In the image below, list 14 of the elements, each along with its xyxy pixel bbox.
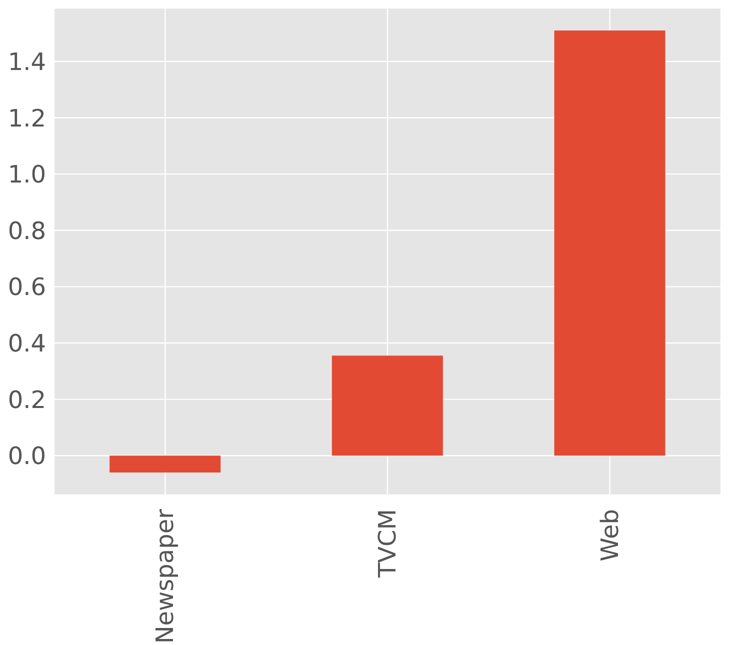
y-tick-label: 0.0	[8, 442, 46, 470]
bar	[332, 356, 443, 456]
y-tick-label: 1.4	[8, 48, 46, 76]
y-tick-label: 1.2	[8, 104, 46, 132]
y-tick-label: 0.8	[8, 216, 46, 245]
y-tick-label: 0.2	[8, 386, 46, 414]
y-tick-label: 0.6	[8, 273, 46, 302]
x-tick-label: Web	[596, 509, 624, 562]
y-tick-label: 1.0	[8, 160, 46, 189]
bar	[110, 456, 221, 472]
x-tick-label: Newspaper	[151, 508, 180, 644]
bar	[554, 30, 666, 456]
x-tick-label: TVCM	[374, 509, 402, 579]
y-tick-label: 0.4	[8, 330, 46, 358]
